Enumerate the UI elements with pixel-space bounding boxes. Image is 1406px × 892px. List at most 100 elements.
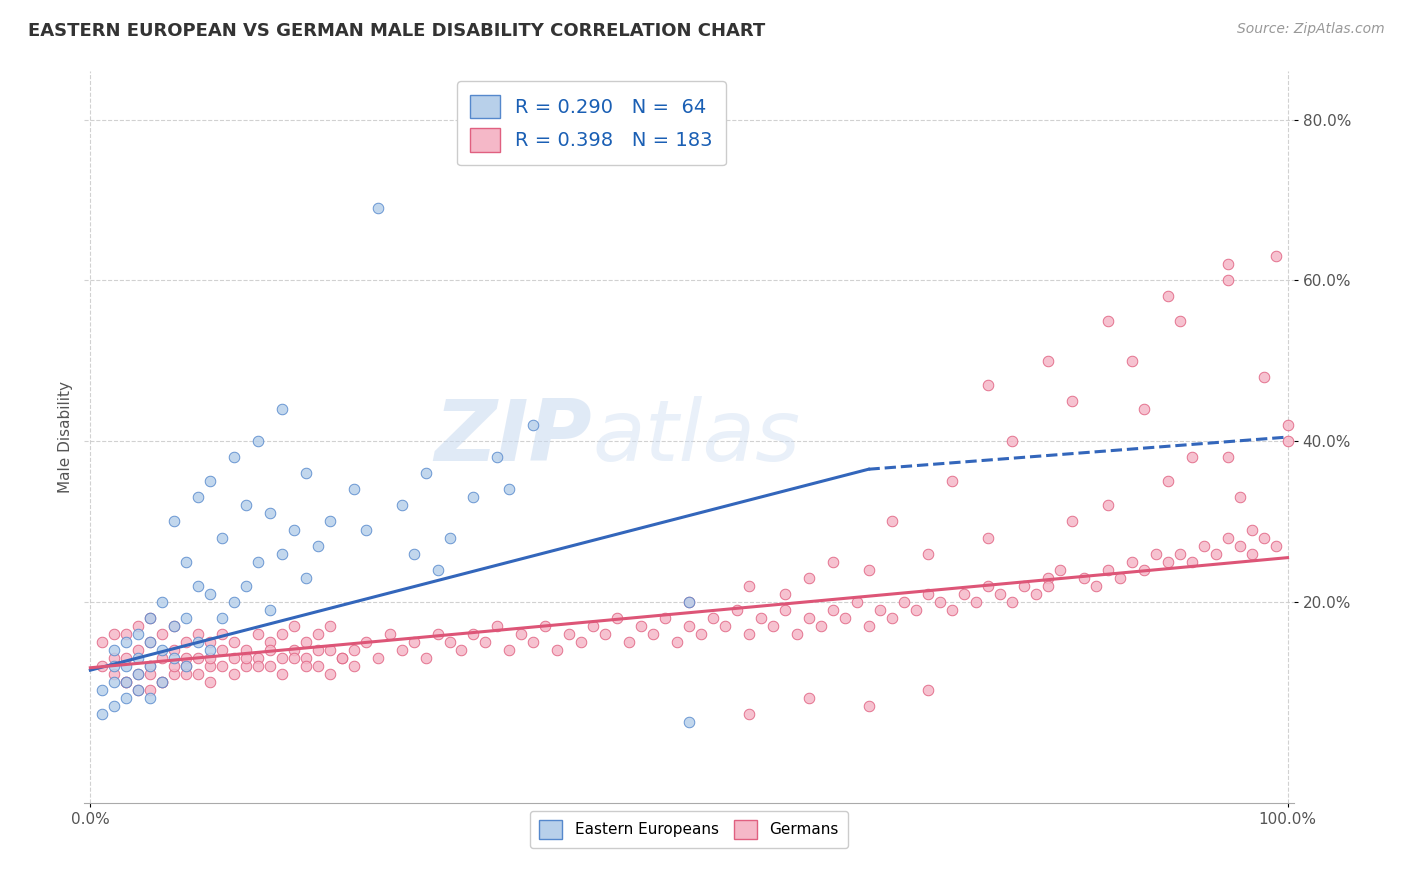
Point: [115, 675, 138, 690]
Point: [127, 619, 149, 633]
Point: [91, 635, 114, 649]
Point: [546, 643, 568, 657]
Point: [1012, 579, 1035, 593]
Point: [127, 627, 149, 641]
Point: [773, 603, 796, 617]
Point: [773, 587, 796, 601]
Point: [127, 683, 149, 698]
Point: [858, 699, 880, 714]
Point: [1264, 249, 1286, 263]
Point: [246, 434, 269, 449]
Point: [270, 667, 292, 681]
Point: [810, 619, 832, 633]
Point: [222, 651, 245, 665]
Text: ZIP: ZIP: [434, 395, 592, 479]
Point: [246, 555, 269, 569]
Point: [690, 627, 713, 641]
Point: [103, 651, 125, 665]
Point: [569, 635, 592, 649]
Point: [1036, 353, 1059, 368]
Point: [678, 619, 700, 633]
Point: [1277, 434, 1299, 449]
Point: [1109, 571, 1132, 585]
Point: [367, 651, 389, 665]
Point: [115, 635, 138, 649]
Point: [330, 651, 353, 665]
Point: [211, 643, 233, 657]
Point: [91, 707, 114, 722]
Point: [150, 643, 173, 657]
Point: [295, 467, 318, 481]
Point: [163, 651, 186, 665]
Point: [654, 611, 676, 625]
Point: [163, 659, 186, 673]
Point: [222, 450, 245, 465]
Point: [283, 643, 305, 657]
Point: [150, 675, 173, 690]
Point: [211, 627, 233, 641]
Point: [103, 699, 125, 714]
Point: [1216, 257, 1239, 271]
Point: [1277, 417, 1299, 432]
Point: [486, 450, 509, 465]
Point: [1229, 491, 1251, 505]
Point: [821, 603, 844, 617]
Point: [630, 619, 652, 633]
Point: [905, 603, 928, 617]
Point: [665, 635, 688, 649]
Point: [1060, 393, 1083, 408]
Point: [198, 475, 221, 489]
Point: [174, 611, 197, 625]
Point: [1157, 555, 1180, 569]
Point: [343, 643, 366, 657]
Point: [869, 603, 891, 617]
Point: [1168, 547, 1191, 561]
Point: [174, 667, 197, 681]
Point: [198, 651, 221, 665]
Point: [1097, 313, 1119, 327]
Point: [127, 667, 149, 681]
Point: [1085, 579, 1108, 593]
Point: [1240, 523, 1263, 537]
Point: [1049, 563, 1071, 577]
Point: [295, 659, 318, 673]
Point: [1216, 531, 1239, 545]
Point: [198, 659, 221, 673]
Point: [139, 667, 162, 681]
Point: [174, 659, 197, 673]
Point: [797, 691, 820, 706]
Point: [582, 619, 605, 633]
Point: [845, 595, 868, 609]
Point: [343, 483, 366, 497]
Point: [139, 611, 162, 625]
Point: [103, 643, 125, 657]
Point: [103, 675, 125, 690]
Point: [163, 643, 186, 657]
Point: [307, 539, 329, 553]
Point: [270, 651, 292, 665]
Point: [115, 675, 138, 690]
Point: [953, 587, 976, 601]
Point: [463, 491, 485, 505]
Point: [929, 595, 952, 609]
Point: [187, 667, 209, 681]
Point: [534, 619, 557, 633]
Point: [1001, 434, 1024, 449]
Point: [391, 499, 413, 513]
Point: [103, 659, 125, 673]
Point: [378, 627, 401, 641]
Point: [1181, 555, 1204, 569]
Point: [139, 635, 162, 649]
Point: [941, 603, 963, 617]
Point: [307, 659, 329, 673]
Point: [882, 611, 904, 625]
Point: [977, 377, 1000, 392]
Legend: Eastern Europeans, Germans: Eastern Europeans, Germans: [530, 811, 848, 847]
Point: [150, 675, 173, 690]
Point: [127, 683, 149, 698]
Point: [606, 611, 628, 625]
Point: [222, 667, 245, 681]
Point: [738, 579, 761, 593]
Point: [103, 627, 125, 641]
Point: [235, 499, 257, 513]
